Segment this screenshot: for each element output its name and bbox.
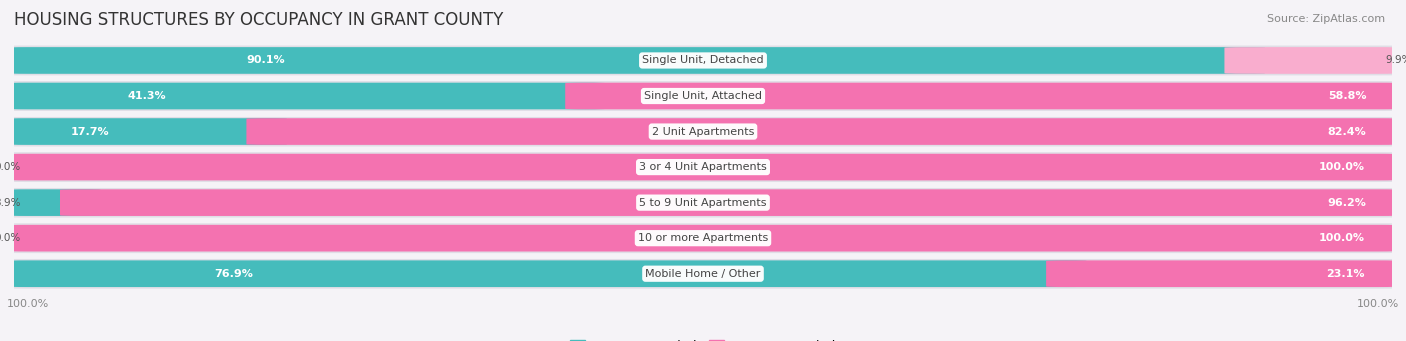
- Text: 100.0%: 100.0%: [1319, 233, 1365, 243]
- FancyBboxPatch shape: [0, 223, 1406, 253]
- Text: 58.8%: 58.8%: [1327, 91, 1367, 101]
- Text: HOUSING STRUCTURES BY OCCUPANCY IN GRANT COUNTY: HOUSING STRUCTURES BY OCCUPANCY IN GRANT…: [14, 11, 503, 29]
- FancyBboxPatch shape: [0, 259, 1406, 288]
- Text: 100.0%: 100.0%: [1319, 162, 1365, 172]
- Text: 76.9%: 76.9%: [215, 269, 253, 279]
- FancyBboxPatch shape: [7, 83, 1399, 109]
- Text: 23.1%: 23.1%: [1326, 269, 1365, 279]
- FancyBboxPatch shape: [7, 189, 1399, 216]
- Text: Single Unit, Attached: Single Unit, Attached: [644, 91, 762, 101]
- FancyBboxPatch shape: [0, 81, 1406, 111]
- Text: 2 Unit Apartments: 2 Unit Apartments: [652, 127, 754, 136]
- Text: 3.9%: 3.9%: [0, 198, 21, 208]
- FancyBboxPatch shape: [0, 152, 1406, 182]
- FancyBboxPatch shape: [7, 261, 1399, 287]
- FancyBboxPatch shape: [1225, 47, 1399, 74]
- Text: 5 to 9 Unit Apartments: 5 to 9 Unit Apartments: [640, 198, 766, 208]
- Text: 90.1%: 90.1%: [246, 56, 285, 65]
- FancyBboxPatch shape: [7, 47, 1265, 74]
- Text: Single Unit, Detached: Single Unit, Detached: [643, 56, 763, 65]
- FancyBboxPatch shape: [7, 189, 100, 216]
- FancyBboxPatch shape: [0, 117, 1406, 147]
- Text: 41.3%: 41.3%: [128, 91, 167, 101]
- FancyBboxPatch shape: [246, 118, 1400, 145]
- FancyBboxPatch shape: [7, 225, 1399, 252]
- Text: 0.0%: 0.0%: [0, 233, 21, 243]
- Text: Source: ZipAtlas.com: Source: ZipAtlas.com: [1267, 14, 1385, 24]
- Text: 10 or more Apartments: 10 or more Apartments: [638, 233, 768, 243]
- FancyBboxPatch shape: [0, 188, 1406, 218]
- Text: 9.9%: 9.9%: [1385, 56, 1406, 65]
- FancyBboxPatch shape: [565, 83, 1400, 109]
- FancyBboxPatch shape: [7, 225, 1399, 252]
- FancyBboxPatch shape: [0, 46, 1406, 75]
- FancyBboxPatch shape: [7, 154, 1399, 180]
- FancyBboxPatch shape: [7, 118, 287, 145]
- FancyBboxPatch shape: [7, 47, 1399, 74]
- Legend: Owner-occupied, Renter-occupied: Owner-occupied, Renter-occupied: [565, 335, 841, 341]
- FancyBboxPatch shape: [60, 189, 1400, 216]
- Text: 0.0%: 0.0%: [0, 162, 21, 172]
- Text: 17.7%: 17.7%: [70, 127, 110, 136]
- Text: 82.4%: 82.4%: [1327, 127, 1367, 136]
- Text: 96.2%: 96.2%: [1327, 198, 1367, 208]
- FancyBboxPatch shape: [7, 118, 1399, 145]
- Text: Mobile Home / Other: Mobile Home / Other: [645, 269, 761, 279]
- FancyBboxPatch shape: [7, 261, 1087, 287]
- Text: 3 or 4 Unit Apartments: 3 or 4 Unit Apartments: [640, 162, 766, 172]
- FancyBboxPatch shape: [1046, 261, 1399, 287]
- FancyBboxPatch shape: [7, 83, 606, 109]
- FancyBboxPatch shape: [7, 154, 1399, 180]
